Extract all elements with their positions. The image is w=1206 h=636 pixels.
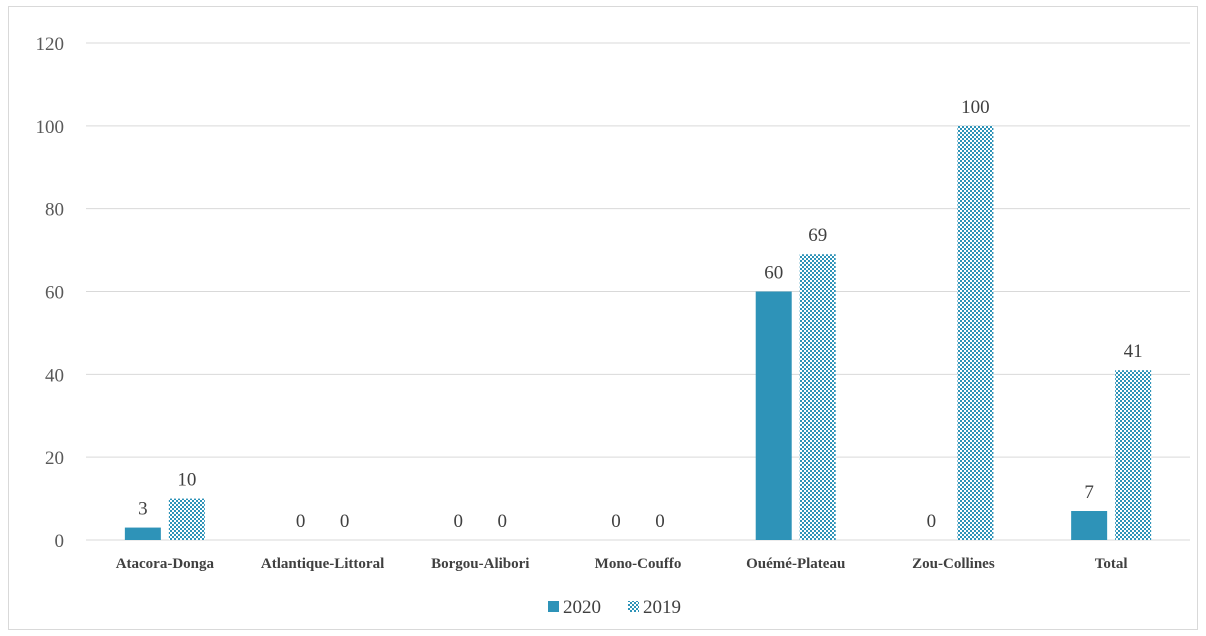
data-label-2019: 0	[655, 511, 665, 532]
data-label-2020: 0	[454, 511, 464, 532]
x-tick-label: Mono-Couffo	[595, 556, 682, 572]
x-axis: Atacora-Donga Atlantique-Littoral Borgou-A…	[116, 556, 1128, 572]
chart-frame	[8, 6, 1198, 630]
legend-swatch-2020	[548, 601, 559, 612]
x-tick-label: Total	[1095, 556, 1128, 572]
gridlines	[86, 42, 1190, 541]
y-tick-label: 0	[55, 531, 65, 552]
y-axis: 0 20 40 60 80 100 120	[36, 34, 65, 552]
y-tick-label: 40	[45, 365, 64, 386]
x-tick-label: Borgou-Alibori	[431, 556, 529, 572]
data-label-2019: 10	[177, 470, 196, 491]
data-label-2019: 100	[961, 97, 990, 118]
y-tick-label: 120	[36, 34, 65, 55]
legend-label-2020: 2020	[563, 597, 601, 618]
x-tick-label: Ouémé-Plateau	[746, 556, 845, 572]
bar-2019-Total	[1115, 370, 1152, 540]
data-label-2020: 3	[138, 499, 148, 520]
y-tick-label: 80	[45, 200, 64, 221]
bars	[124, 125, 1152, 540]
bar-2020-Atacora-Donga	[124, 527, 161, 540]
legend: 2020 2019	[548, 597, 681, 618]
data-label-2019: 0	[340, 511, 350, 532]
y-tick-label: 60	[45, 283, 64, 304]
y-tick-label: 100	[36, 117, 65, 138]
bar-2019-Atacora-Donga	[168, 498, 205, 540]
bar-2019-Ouémé-Plateau	[799, 254, 836, 540]
data-label-2020: 0	[927, 511, 937, 532]
data-label-2020: 0	[611, 511, 621, 532]
bar-2019-Zou-Collines	[957, 125, 994, 540]
legend-label-2019: 2019	[643, 597, 681, 618]
x-tick-label: Atlantique-Littoral	[261, 556, 384, 572]
bar-2020-Ouémé-Plateau	[755, 291, 792, 540]
data-label-2019: 0	[498, 511, 508, 532]
y-tick-label: 20	[45, 448, 64, 469]
data-label-2020: 0	[296, 511, 306, 532]
data-label-2020: 7	[1084, 482, 1094, 503]
legend-swatch-2019	[628, 601, 639, 612]
bar-2020-Total	[1071, 511, 1108, 540]
data-label-2019: 69	[808, 225, 827, 246]
x-tick-label: Zou-Collines	[912, 556, 995, 572]
data-label-2019: 41	[1124, 341, 1143, 362]
data-label-2020: 60	[764, 263, 783, 284]
x-tick-label: Atacora-Donga	[116, 556, 215, 572]
